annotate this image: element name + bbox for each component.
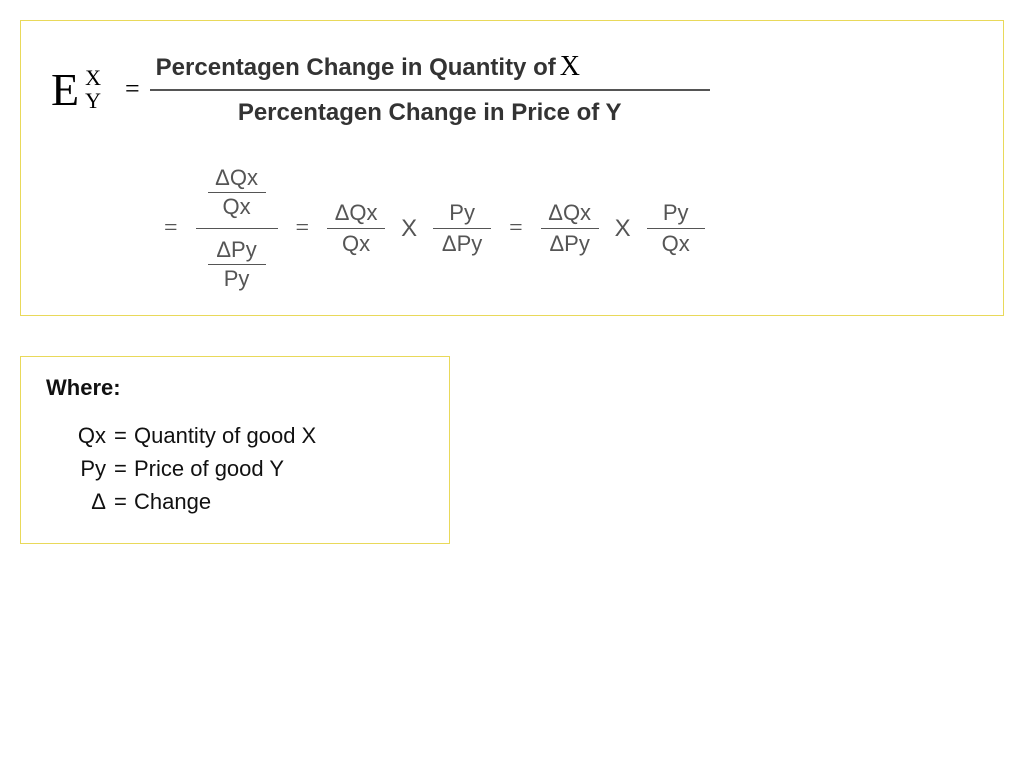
formula-derivation-row: = ΔQx Qx ΔPy Py = ΔQx Qx X Py ΔPy — [51, 167, 973, 290]
where-desc: Quantity of good X — [134, 419, 316, 452]
qx: Qx — [342, 229, 370, 255]
equals-sign: = — [296, 215, 310, 242]
where-equals: = — [114, 419, 134, 452]
word-numerator: Percentagen Change in Quantity of X — [150, 51, 710, 87]
delta-qx: ΔQx — [548, 202, 591, 228]
delta-qx: ΔQx — [215, 167, 258, 192]
py: Py — [224, 265, 250, 290]
word-numerator-text: Percentagen Change in Quantity of — [156, 54, 556, 82]
where-desc: Price of good Y — [134, 452, 284, 485]
formula-first-row: E X Y = Percentagen Change in Quantity o… — [51, 51, 973, 127]
frac-py-over-dpy: Py ΔPy — [433, 202, 491, 255]
where-row: Py = Price of good Y — [66, 452, 429, 485]
where-row: Δ = Change — [66, 485, 429, 518]
symbol-E: E — [51, 63, 79, 116]
delta-py: ΔPy — [216, 239, 256, 264]
word-fraction: Percentagen Change in Quantity of X Perc… — [150, 51, 710, 127]
py: Py — [663, 202, 689, 228]
where-row: Qx = Quantity of good X — [66, 419, 429, 452]
delta-qx: ΔQx — [335, 202, 378, 228]
equals-sign: = — [125, 74, 140, 104]
delta-py: ΔPy — [442, 229, 482, 255]
equals-sign: = — [164, 215, 178, 242]
delta-py: ΔPy — [549, 229, 589, 255]
compound-bar — [196, 228, 278, 229]
word-numerator-x: X — [560, 51, 580, 83]
where-symbol: Qx — [66, 419, 114, 452]
where-equals: = — [114, 485, 134, 518]
equals-sign: = — [509, 215, 523, 242]
where-box: Where: Qx = Quantity of good X Py = Pric… — [20, 356, 450, 544]
frac-dqx-over-qx: ΔQx Qx — [327, 202, 385, 255]
subscript-x: X — [85, 66, 101, 89]
multiply-sign: X — [401, 215, 417, 243]
qx: Qx — [662, 229, 690, 255]
frac-py-over-qx: Py Qx — [647, 202, 705, 255]
where-symbol: Δ — [66, 485, 114, 518]
py: Py — [449, 202, 475, 228]
subscript-y: Y — [85, 89, 101, 112]
multiply-sign: X — [615, 215, 631, 243]
where-symbol: Py — [66, 452, 114, 485]
fraction-bar — [150, 89, 710, 91]
where-equals: = — [114, 452, 134, 485]
qx: Qx — [222, 193, 250, 218]
mini-frac-top: ΔQx Qx — [208, 167, 266, 218]
where-desc: Change — [134, 485, 211, 518]
word-denominator: Percentagen Change in Price of Y — [150, 97, 710, 127]
mini-frac-bot: ΔPy Py — [208, 239, 266, 290]
subscript-xy: X Y — [85, 66, 101, 112]
frac-dqx-over-dpy: ΔQx ΔPy — [541, 202, 599, 255]
where-list: Qx = Quantity of good X Py = Price of go… — [46, 419, 429, 518]
where-title: Where: — [46, 375, 429, 401]
formula-box: E X Y = Percentagen Change in Quantity o… — [20, 20, 1004, 316]
compound-fraction: ΔQx Qx ΔPy Py — [196, 167, 278, 290]
